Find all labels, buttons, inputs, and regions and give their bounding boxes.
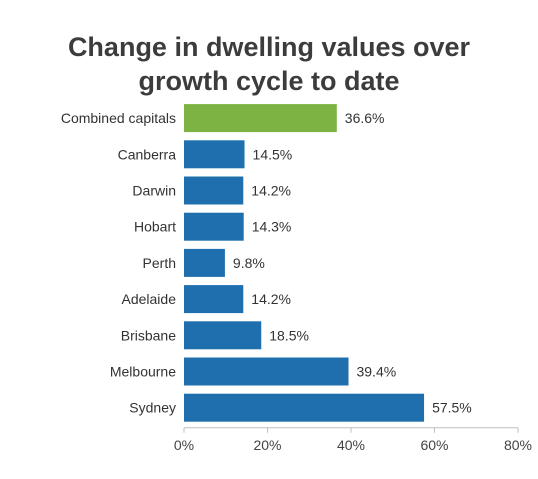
bar bbox=[184, 212, 244, 241]
category-label: Perth bbox=[143, 255, 176, 271]
value-label: 39.4% bbox=[356, 364, 396, 380]
value-label: 36.6% bbox=[345, 110, 385, 126]
value-label: 14.2% bbox=[251, 183, 291, 199]
chart-title-line-1: Change in dwelling values over bbox=[67, 32, 471, 62]
value-label: 14.2% bbox=[251, 291, 291, 307]
x-tick-label: 40% bbox=[337, 437, 365, 453]
x-tick-label: 0% bbox=[174, 437, 194, 453]
category-label: Darwin bbox=[132, 183, 176, 199]
category-label: Combined capitals bbox=[61, 110, 176, 126]
bar bbox=[184, 393, 425, 422]
category-label: Hobart bbox=[134, 219, 176, 235]
bar bbox=[184, 104, 337, 133]
bar bbox=[184, 321, 262, 350]
bar bbox=[184, 176, 244, 205]
value-label: 18.5% bbox=[269, 327, 309, 343]
bar bbox=[184, 285, 244, 314]
category-label: Canberra bbox=[118, 146, 177, 162]
category-label: Brisbane bbox=[121, 327, 176, 343]
bar bbox=[184, 357, 349, 386]
bar bbox=[184, 140, 245, 169]
category-label: Melbourne bbox=[110, 364, 176, 380]
category-label: Sydney bbox=[129, 400, 176, 416]
chart-title: Change in dwelling values over growth cy… bbox=[0, 30, 538, 98]
x-tick-label: 80% bbox=[504, 437, 532, 453]
value-label: 14.5% bbox=[253, 146, 293, 162]
value-label: 9.8% bbox=[233, 255, 265, 271]
chart-title-line-2: growth cycle to date bbox=[138, 66, 400, 96]
x-tick-label: 20% bbox=[253, 437, 281, 453]
value-label: 57.5% bbox=[432, 400, 472, 416]
value-label: 14.3% bbox=[252, 219, 292, 235]
bar bbox=[184, 248, 225, 277]
x-tick-label: 60% bbox=[420, 437, 448, 453]
category-label: Adelaide bbox=[122, 291, 177, 307]
